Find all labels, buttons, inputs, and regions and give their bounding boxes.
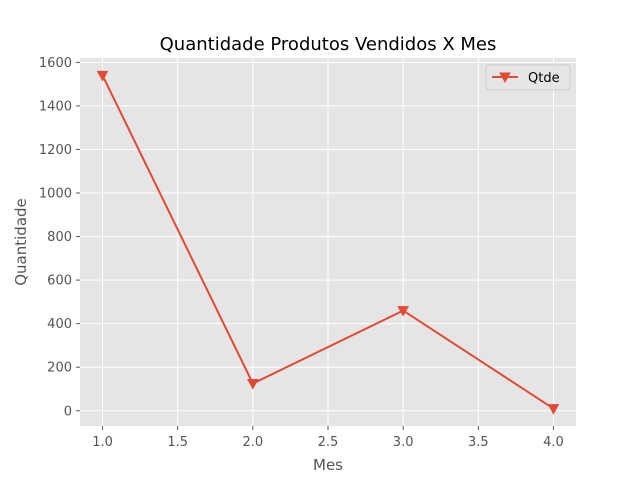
x-axis-label: Mes — [313, 456, 343, 474]
y-tick-label: 1600 — [39, 56, 72, 71]
y-tick-label: 1200 — [39, 143, 72, 158]
y-tick-label: 0 — [64, 404, 72, 419]
data-point-marker — [246, 379, 259, 390]
y-tick-label: 600 — [47, 274, 72, 289]
grid — [80, 58, 576, 426]
axis-ticks: 1.0 1.5 2.0 2.5 3.0 3.5 4.0 0 200 400 600 800 1000 12… — [39, 56, 564, 450]
x-tick-label: 4.0 — [543, 435, 564, 450]
data-point-marker — [547, 404, 560, 415]
y-axis-label: Quantidade — [12, 198, 30, 286]
y-tick-label: 800 — [47, 230, 72, 245]
legend-label: Qtde — [528, 71, 560, 86]
x-tick-label: 1.5 — [167, 435, 188, 450]
legend-marker-icon — [499, 72, 511, 84]
chart-title: Quantidade Produtos Vendidos X Mes — [160, 34, 497, 55]
x-tick-label: 2.0 — [243, 435, 264, 450]
series-line — [101, 74, 555, 410]
legend: Qtde — [485, 64, 571, 91]
x-tick-label: 3.5 — [468, 435, 489, 450]
y-tick-label: 1000 — [39, 187, 72, 202]
x-tick-label: 1.0 — [92, 435, 113, 450]
legend-box — [485, 64, 571, 91]
series-layer — [96, 70, 560, 415]
y-tick-label: 400 — [47, 317, 72, 332]
y-tick-label: 200 — [47, 361, 72, 376]
x-tick-label: 3.0 — [393, 435, 414, 450]
data-point-marker — [96, 70, 109, 82]
y-tick-label: 1400 — [39, 99, 72, 114]
data-point-marker — [397, 306, 410, 317]
x-tick-label: 2.5 — [318, 435, 339, 450]
